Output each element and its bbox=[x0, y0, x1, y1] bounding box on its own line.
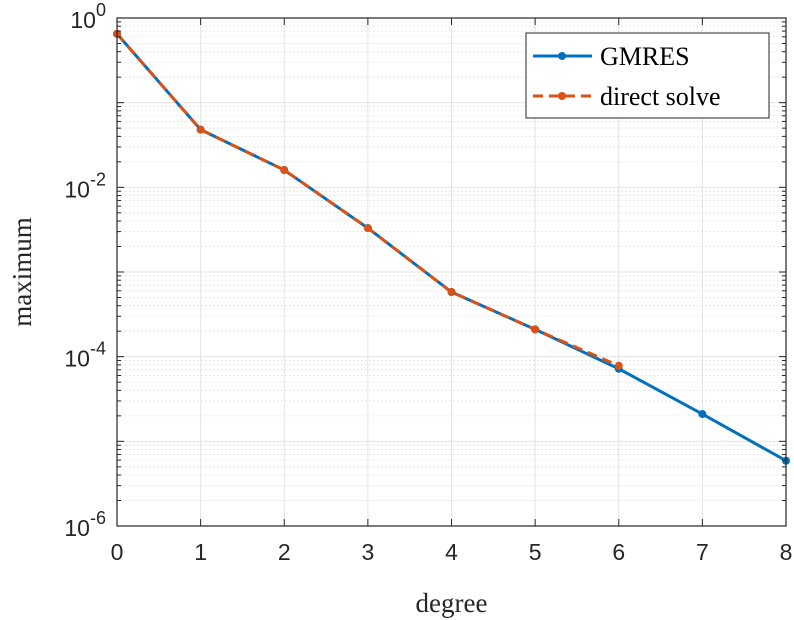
x-tick-label: 5 bbox=[529, 539, 542, 565]
data-point bbox=[196, 125, 205, 134]
x-tick-label: 6 bbox=[612, 539, 625, 565]
x-axis-label: degree bbox=[416, 588, 488, 618]
y-tick-label: 10-2 bbox=[64, 169, 106, 202]
y-tick-base: 10 bbox=[64, 515, 90, 541]
series-2 bbox=[113, 29, 623, 370]
data-point bbox=[447, 288, 456, 297]
legend-items: GMRES direct solve bbox=[533, 42, 721, 111]
y-tick-exponent: 0 bbox=[96, 0, 106, 20]
y-axis-label: maximum bbox=[7, 217, 37, 327]
x-tick-label: 8 bbox=[780, 539, 793, 565]
legend-label: direct solve bbox=[600, 82, 721, 111]
y-tick-exponent: -6 bbox=[90, 508, 106, 528]
x-tick-label: 3 bbox=[361, 539, 374, 565]
y-tick-label: 100 bbox=[70, 0, 106, 33]
legend: GMRES direct solve bbox=[525, 32, 770, 119]
x-tick-label: 7 bbox=[696, 539, 709, 565]
x-tick-labels: 0 1 2 3 4 5 6 7 8 bbox=[111, 539, 793, 565]
x-tick-label: 1 bbox=[194, 539, 207, 565]
series-layer bbox=[113, 29, 790, 465]
data-point bbox=[280, 166, 289, 175]
x-tick-label: 0 bbox=[111, 539, 124, 565]
y-tick-exponent: -4 bbox=[90, 339, 106, 359]
y-tick-label: 10-6 bbox=[64, 508, 106, 541]
x-tick-label: 2 bbox=[278, 539, 291, 565]
y-tick-exponent: -2 bbox=[90, 169, 106, 189]
legend-item-1: GMRES bbox=[533, 42, 690, 71]
data-point bbox=[614, 361, 623, 370]
legend-box bbox=[525, 32, 770, 119]
tick-layer bbox=[116, 17, 787, 527]
legend-item-2: direct solve bbox=[533, 82, 721, 111]
y-tick-base: 10 bbox=[64, 176, 90, 202]
y-tick-base: 10 bbox=[70, 7, 96, 33]
data-point bbox=[698, 410, 707, 419]
data-point bbox=[531, 325, 540, 334]
legend-label: GMRES bbox=[600, 42, 690, 71]
data-point bbox=[363, 224, 372, 233]
legend-marker bbox=[558, 52, 566, 60]
y-tick-base: 10 bbox=[64, 346, 90, 372]
legend-marker bbox=[558, 92, 566, 100]
x-tick-label: 4 bbox=[445, 539, 458, 565]
y-tick-label: 10-4 bbox=[64, 339, 106, 372]
